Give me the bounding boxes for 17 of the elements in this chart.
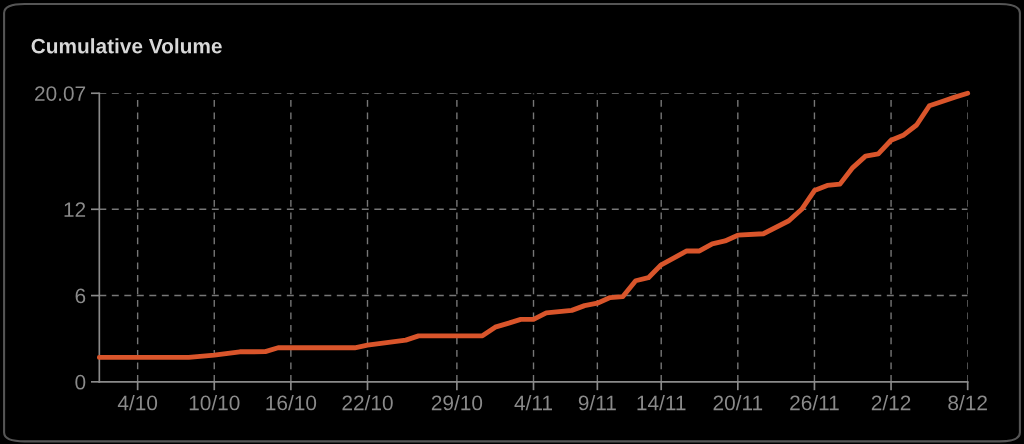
x-tick-label: 8/12: [948, 395, 987, 411]
y-tick-label: 0: [75, 374, 86, 390]
x-tick-label: 26/11: [790, 395, 839, 411]
x-tick-label: 4/11: [514, 395, 552, 411]
x-tick-label: 16/10: [266, 395, 317, 411]
x-tick-label: 10/10: [189, 395, 240, 411]
y-tick-label: 6: [75, 288, 86, 304]
x-tick-label: 29/10: [431, 395, 483, 411]
x-tick-label: 2/12: [871, 395, 911, 411]
chart-title: Cumulative Volume: [31, 38, 222, 54]
x-tick-label: 14/11: [637, 395, 686, 411]
x-tick-label: 20/11: [713, 395, 763, 411]
x-tick-label: 4/10: [117, 395, 158, 411]
x-tick-label: 9/11: [578, 395, 616, 411]
x-tick-label: 22/10: [342, 395, 393, 411]
y-tick-label: 12: [64, 202, 86, 217]
y-tick-label: 20.07: [35, 86, 86, 101]
